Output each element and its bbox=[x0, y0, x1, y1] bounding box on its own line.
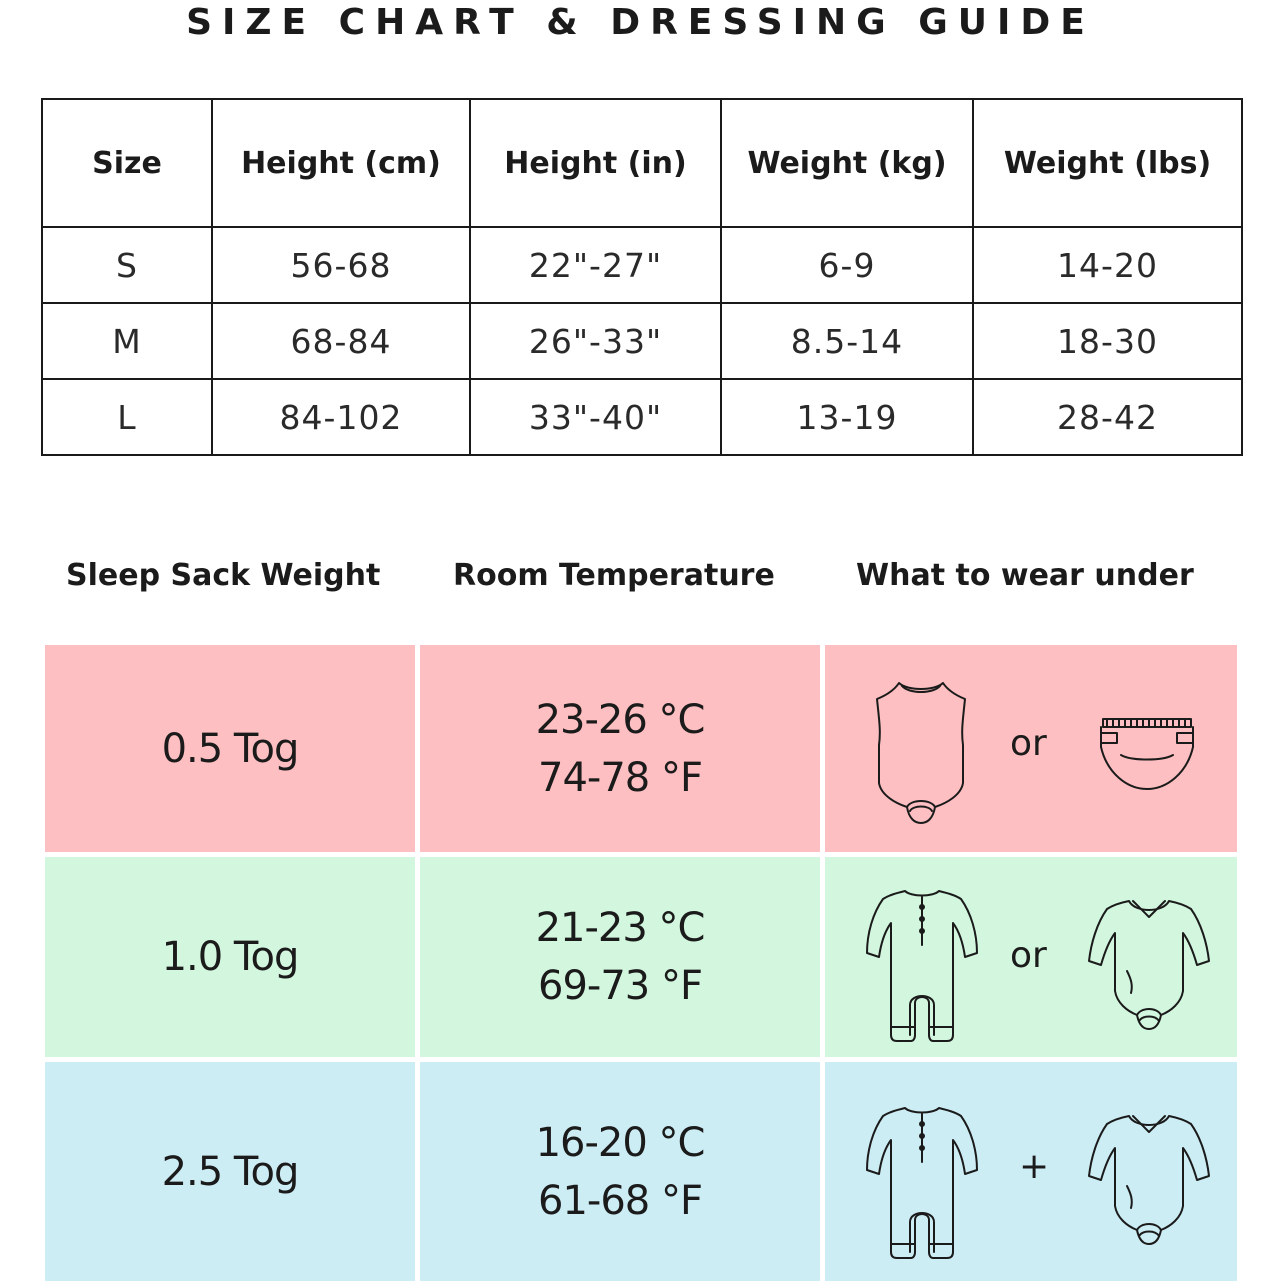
cell-weight-kg: 13-19 bbox=[720, 378, 974, 456]
table-row: M 68-84 26"-33" 8.5-14 18-30 bbox=[41, 302, 1243, 380]
header-weight-kg: Weight (kg) bbox=[720, 98, 974, 228]
guide-header-room-temperature: Room Temperature bbox=[453, 558, 775, 593]
clothing-cell: + bbox=[825, 1062, 1237, 1281]
plus-label: + bbox=[1019, 1146, 1050, 1187]
temperature-fahrenheit: 69-73 °F bbox=[538, 963, 703, 1009]
cell-size: S bbox=[41, 226, 213, 304]
tog-label: 1.0 Tog bbox=[161, 934, 300, 980]
cell-weight-kg: 8.5-14 bbox=[720, 302, 974, 380]
temperature-cell: 23-26 °C 74-78 °F bbox=[420, 645, 820, 852]
guide-header-what-to-wear: What to wear under bbox=[856, 558, 1194, 593]
guide-header-sleep-sack-weight: Sleep Sack Weight bbox=[66, 558, 381, 593]
temperature-celsius: 23-26 °C bbox=[535, 696, 706, 743]
footed-sleeper-icon bbox=[863, 1102, 981, 1260]
cell-height-cm: 56-68 bbox=[211, 226, 471, 304]
tog-cell: 1.0 Tog bbox=[45, 857, 415, 1057]
clothing-cell: or bbox=[825, 857, 1237, 1057]
temperature-fahrenheit: 74-78 °F bbox=[538, 754, 703, 801]
cell-height-cm: 84-102 bbox=[211, 378, 471, 456]
long-sleeve-bodysuit-icon bbox=[1087, 1112, 1211, 1248]
guide-row-1-0-tog: 1.0 Tog 21-23 °C 69-73 °F or bbox=[45, 857, 1237, 1057]
cell-weight-lbs: 14-20 bbox=[972, 226, 1243, 304]
temperature-celsius: 16-20 °C bbox=[535, 1119, 706, 1166]
table-row: S 56-68 22"-27" 6-9 14-20 bbox=[41, 226, 1243, 304]
footed-sleeper-icon bbox=[863, 885, 981, 1043]
tog-label: 2.5 Tog bbox=[161, 1148, 300, 1195]
size-table-header-row: Size Height (cm) Height (in) Weight (kg)… bbox=[41, 98, 1243, 228]
clothing-cell: or bbox=[825, 645, 1237, 852]
long-sleeve-bodysuit-icon bbox=[1087, 897, 1211, 1033]
header-weight-lbs: Weight (lbs) bbox=[972, 98, 1243, 228]
guide-row-0-5-tog: 0.5 Tog 23-26 °C 74-78 °F or bbox=[45, 645, 1237, 852]
or-label: or bbox=[1010, 723, 1047, 764]
or-label: or bbox=[1010, 935, 1047, 976]
temperature-celsius: 21-23 °C bbox=[535, 905, 706, 951]
guide-row-2-5-tog: 2.5 Tog 16-20 °C 61-68 °F + bbox=[45, 1062, 1237, 1281]
cell-weight-lbs: 28-42 bbox=[972, 378, 1243, 456]
tog-label: 0.5 Tog bbox=[161, 725, 300, 772]
table-row: L 84-102 33"-40" 13-19 28-42 bbox=[41, 378, 1243, 456]
diaper-icon bbox=[1097, 715, 1197, 793]
header-height-cm: Height (cm) bbox=[211, 98, 471, 228]
temperature-cell: 21-23 °C 69-73 °F bbox=[420, 857, 820, 1057]
cell-size: M bbox=[41, 302, 213, 380]
page-title: SIZE CHART & DRESSING GUIDE bbox=[186, 2, 1095, 43]
tog-cell: 2.5 Tog bbox=[45, 1062, 415, 1281]
cell-height-in: 26"-33" bbox=[469, 302, 722, 380]
cell-weight-lbs: 18-30 bbox=[972, 302, 1243, 380]
header-height-in: Height (in) bbox=[469, 98, 722, 228]
cell-size: L bbox=[41, 378, 213, 456]
sleeveless-bodysuit-icon bbox=[873, 679, 969, 825]
tog-cell: 0.5 Tog bbox=[45, 645, 415, 852]
cell-weight-kg: 6-9 bbox=[720, 226, 974, 304]
header-size: Size bbox=[41, 98, 213, 228]
cell-height-in: 33"-40" bbox=[469, 378, 722, 456]
cell-height-in: 22"-27" bbox=[469, 226, 722, 304]
temperature-fahrenheit: 61-68 °F bbox=[538, 1177, 703, 1224]
size-chart-table: Size Height (cm) Height (in) Weight (kg)… bbox=[41, 98, 1243, 456]
temperature-cell: 16-20 °C 61-68 °F bbox=[420, 1062, 820, 1281]
cell-height-cm: 68-84 bbox=[211, 302, 471, 380]
